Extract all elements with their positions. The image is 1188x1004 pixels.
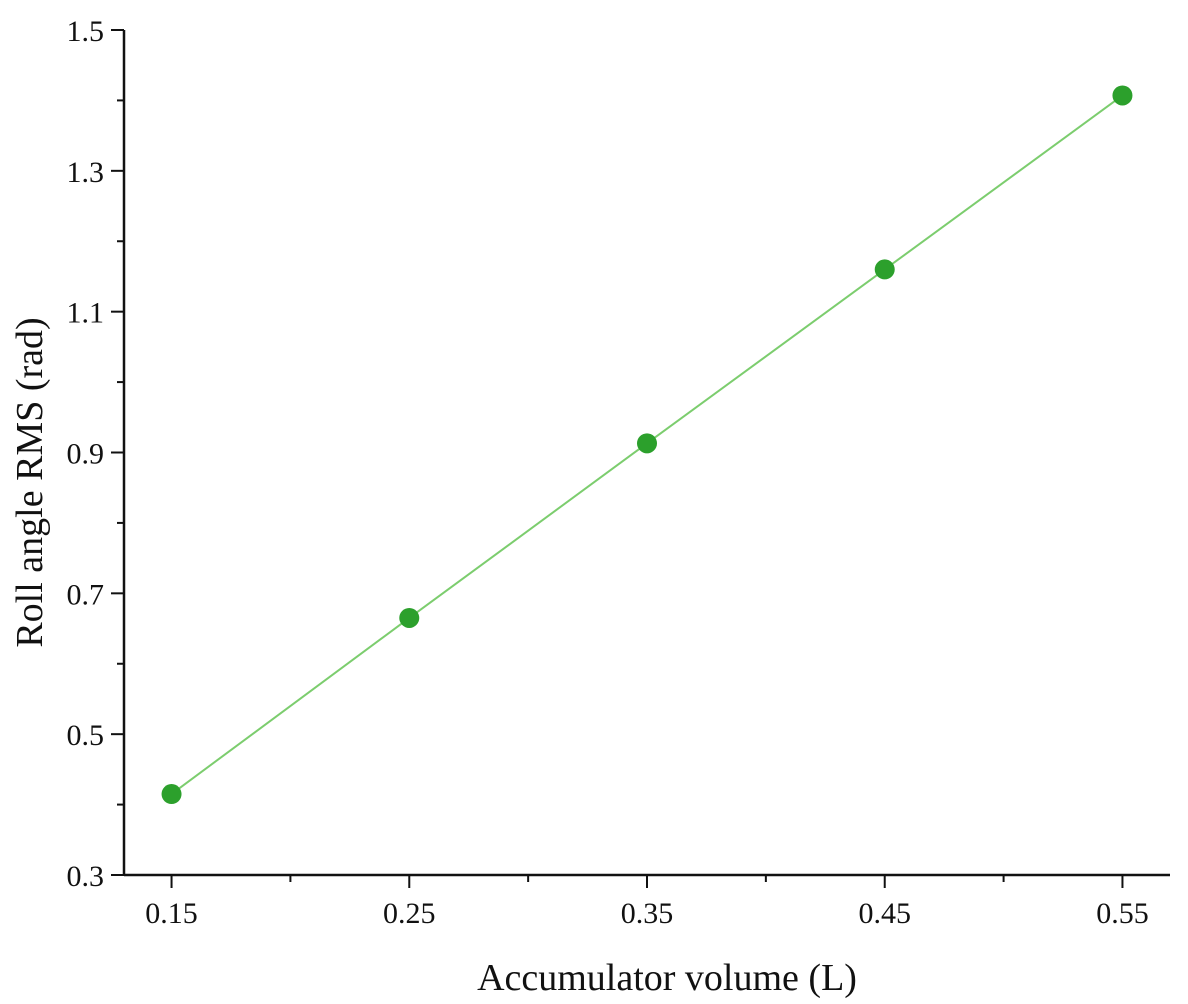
y-tick-label: 0.5 <box>67 719 105 752</box>
y-tick-label: 0.9 <box>67 438 105 471</box>
y-ticks: 0.3 0.5 0.7 0.9 1.1 1.3 1.5 <box>67 15 124 893</box>
x-axis-title: Accumulator volume (L) <box>477 957 857 999</box>
data-point <box>161 784 182 805</box>
y-tick-label: 1.3 <box>67 156 105 189</box>
y-tick-label: 1.1 <box>67 297 105 330</box>
x-tick-label: 0.15 <box>145 897 198 930</box>
data-point <box>874 259 895 280</box>
x-tick-label: 0.25 <box>383 897 436 930</box>
y-tick-label: 0.7 <box>67 578 105 611</box>
data-point <box>637 433 657 454</box>
y-tick-label: 0.3 <box>67 860 105 893</box>
data-point <box>399 607 420 628</box>
y-tick-label: 1.5 <box>67 15 105 48</box>
x-tick-label: 0.35 <box>621 897 674 930</box>
x-tick-label: 0.45 <box>858 897 911 930</box>
series <box>161 85 1133 805</box>
x-tick-label: 0.55 <box>1096 897 1149 930</box>
y-axis-title: Roll angle RMS (rad) <box>9 317 51 647</box>
data-point <box>1112 85 1133 106</box>
x-ticks: 0.15 0.25 0.35 0.45 0.55 <box>145 875 1149 930</box>
